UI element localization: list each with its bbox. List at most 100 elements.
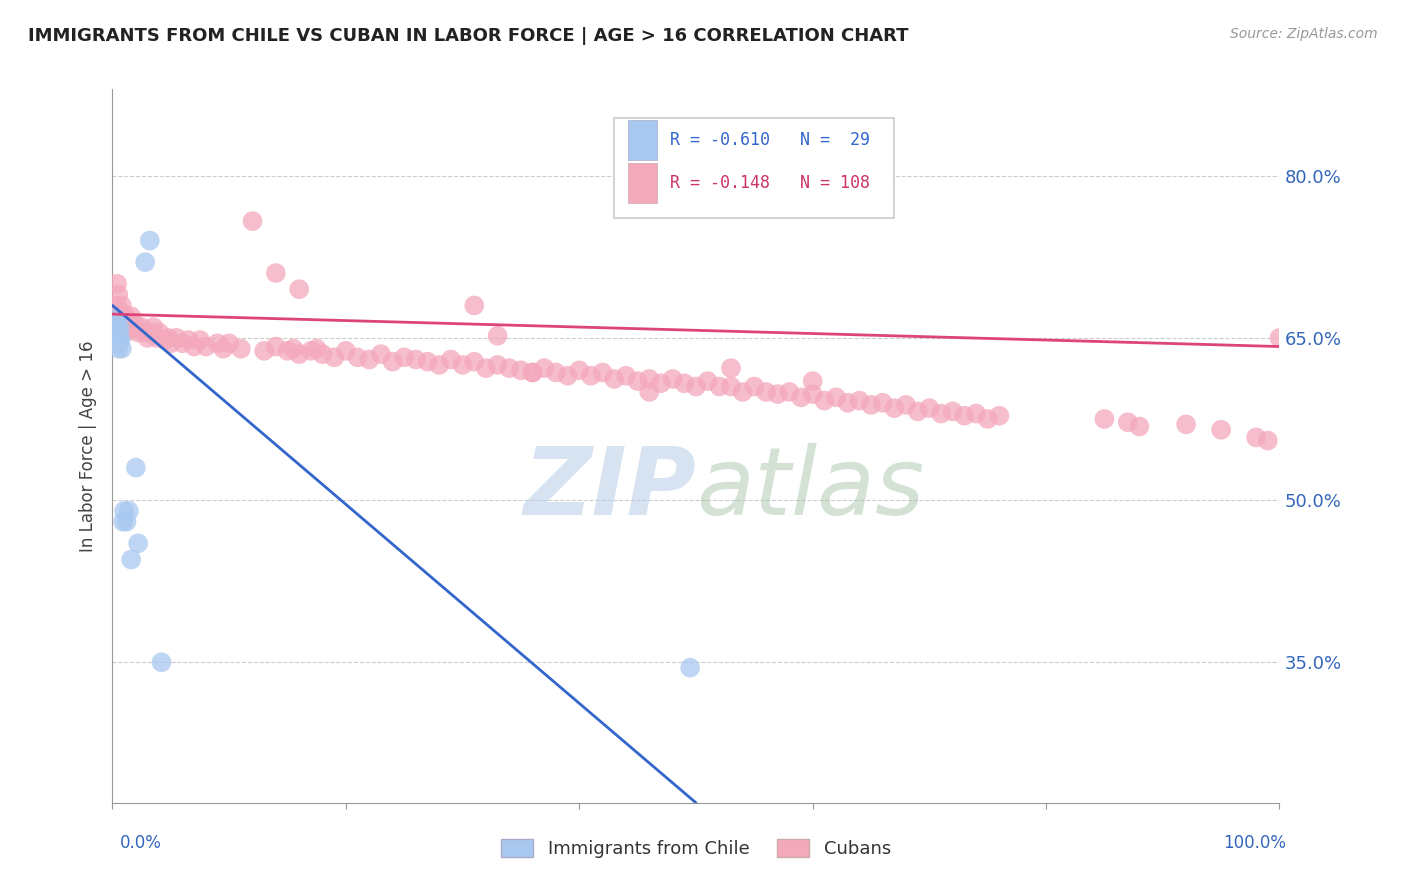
Bar bbox=[628, 163, 658, 202]
Point bbox=[112, 307, 135, 321]
Point bbox=[111, 298, 134, 312]
Point bbox=[150, 655, 173, 669]
Text: R = -0.610   N =  29: R = -0.610 N = 29 bbox=[671, 131, 870, 149]
Point bbox=[359, 352, 381, 367]
Point bbox=[813, 393, 835, 408]
Point bbox=[108, 303, 131, 318]
Point bbox=[111, 342, 134, 356]
Point bbox=[522, 366, 544, 380]
Point bbox=[104, 298, 127, 312]
Point bbox=[139, 326, 162, 340]
Point bbox=[696, 374, 718, 388]
Point bbox=[544, 366, 567, 380]
Point bbox=[110, 333, 132, 347]
Point bbox=[709, 379, 731, 393]
Point bbox=[427, 358, 450, 372]
Point bbox=[394, 351, 416, 365]
Legend: Immigrants from Chile, Cubans: Immigrants from Chile, Cubans bbox=[494, 831, 898, 865]
Point bbox=[125, 318, 148, 332]
Point bbox=[1257, 434, 1279, 448]
Point bbox=[183, 339, 205, 353]
Point bbox=[117, 315, 139, 329]
Point bbox=[988, 409, 1011, 423]
Point bbox=[104, 320, 127, 334]
Point bbox=[107, 331, 129, 345]
Point bbox=[104, 326, 127, 340]
Text: Source: ZipAtlas.com: Source: ZipAtlas.com bbox=[1230, 27, 1378, 41]
Point bbox=[160, 336, 183, 351]
Point bbox=[104, 311, 127, 326]
Point bbox=[1175, 417, 1198, 432]
Point bbox=[118, 320, 141, 334]
Point bbox=[1268, 331, 1291, 345]
Point bbox=[801, 387, 824, 401]
Point bbox=[253, 343, 276, 358]
Point bbox=[346, 351, 368, 365]
Point bbox=[264, 266, 287, 280]
Point bbox=[112, 320, 135, 334]
Point bbox=[1094, 412, 1116, 426]
Point bbox=[894, 398, 917, 412]
Point bbox=[370, 347, 392, 361]
Point bbox=[104, 315, 127, 329]
Point bbox=[122, 322, 145, 336]
Point bbox=[381, 354, 404, 368]
Point bbox=[110, 320, 132, 334]
Point bbox=[118, 504, 141, 518]
Point bbox=[638, 384, 661, 399]
Point bbox=[976, 412, 998, 426]
Point bbox=[603, 372, 626, 386]
Point bbox=[1128, 419, 1150, 434]
FancyBboxPatch shape bbox=[614, 118, 894, 218]
Point bbox=[115, 515, 138, 529]
Point bbox=[120, 552, 142, 566]
Point bbox=[111, 315, 134, 329]
Point bbox=[107, 336, 129, 351]
Point bbox=[323, 351, 346, 365]
Point bbox=[1116, 415, 1139, 429]
Point bbox=[107, 326, 129, 340]
Point bbox=[134, 255, 156, 269]
Point bbox=[883, 401, 905, 416]
Point bbox=[139, 234, 162, 248]
Point bbox=[110, 310, 132, 324]
Point bbox=[685, 379, 707, 393]
Point bbox=[188, 333, 211, 347]
Point bbox=[486, 358, 509, 372]
Point bbox=[848, 393, 870, 408]
Point bbox=[115, 320, 138, 334]
Point bbox=[136, 331, 159, 345]
Y-axis label: In Labor Force | Age > 16: In Labor Force | Age > 16 bbox=[79, 340, 97, 552]
Point bbox=[679, 660, 702, 674]
Point bbox=[825, 390, 848, 404]
Point bbox=[592, 366, 614, 380]
Point bbox=[311, 347, 333, 361]
Point bbox=[942, 404, 965, 418]
Point bbox=[105, 277, 128, 291]
Point bbox=[451, 358, 474, 372]
Bar bbox=[628, 120, 658, 160]
Text: 100.0%: 100.0% bbox=[1223, 834, 1286, 852]
Point bbox=[755, 384, 778, 399]
Point bbox=[127, 326, 149, 340]
Point bbox=[335, 343, 357, 358]
Point bbox=[416, 354, 439, 368]
Point bbox=[157, 331, 180, 345]
Point bbox=[673, 376, 696, 391]
Point bbox=[104, 320, 127, 334]
Point bbox=[283, 342, 305, 356]
Point bbox=[105, 326, 128, 340]
Point bbox=[744, 379, 766, 393]
Point bbox=[142, 320, 165, 334]
Text: atlas: atlas bbox=[696, 443, 924, 534]
Point bbox=[638, 372, 661, 386]
Point bbox=[953, 409, 976, 423]
Point bbox=[509, 363, 531, 377]
Text: ZIP: ZIP bbox=[523, 442, 696, 535]
Point bbox=[125, 460, 148, 475]
Point bbox=[557, 368, 579, 383]
Point bbox=[463, 354, 485, 368]
Point bbox=[486, 328, 509, 343]
Point bbox=[522, 366, 544, 380]
Point bbox=[108, 331, 131, 345]
